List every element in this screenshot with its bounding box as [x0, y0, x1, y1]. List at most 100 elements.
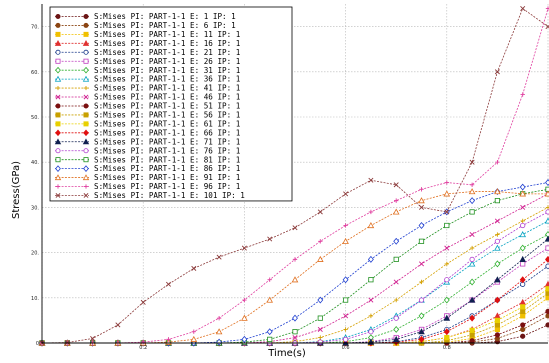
legend-marker-end [83, 157, 89, 163]
data-point [545, 24, 549, 30]
data-point [520, 313, 526, 319]
data-point [545, 286, 549, 292]
data-point [469, 256, 475, 262]
data-point [215, 328, 223, 335]
legend-entry: S:Mises PI: PART-1-1 E: 11 IP: 1 [55, 30, 241, 39]
data-point [165, 281, 172, 287]
data-point [544, 190, 549, 197]
legend-marker-start [55, 58, 61, 64]
legend-marker-end [83, 22, 89, 28]
legend-marker-end [82, 39, 90, 46]
data-point [190, 335, 198, 342]
legend-entry: S:Mises PI: PART-1-1 E: 6 IP: 1 [55, 21, 236, 30]
data-point [166, 337, 171, 342]
legend-marker-end [83, 193, 89, 198]
legend-entry: S:Mises PI: PART-1-1 E: 26 IP: 1 [55, 57, 241, 66]
legend-marker-end [82, 138, 90, 145]
data-point [494, 218, 500, 224]
data-point [368, 297, 374, 303]
legend-label: S:Mises PI: PART-1-1 E: 51 IP: 1 [94, 102, 241, 111]
legend-marker-start [54, 174, 62, 181]
data-point [519, 255, 527, 262]
legend-label: S:Mises PI: PART-1-1 E: 36 IP: 1 [94, 75, 241, 84]
data-point [418, 238, 425, 244]
data-point [368, 313, 374, 319]
legend-entry: S:Mises PI: PART-1-1 E: 96 IP: 1 [55, 182, 241, 191]
data-point [418, 297, 425, 303]
legend-label: S:Mises PI: PART-1-1 E: 31 IP: 1 [94, 66, 241, 75]
data-point [317, 209, 323, 215]
legend-entry: S:Mises PI: PART-1-1 E: 1 IP: 1 [55, 12, 236, 21]
y-tick-label: 0 [36, 341, 39, 347]
data-point [266, 328, 273, 336]
data-point [494, 326, 501, 333]
data-point [342, 276, 349, 284]
data-point [520, 326, 526, 333]
data-point [545, 263, 549, 269]
data-point [367, 255, 374, 263]
data-point [418, 197, 425, 204]
legend-marker-start [55, 31, 61, 37]
data-point [444, 277, 450, 283]
data-point [469, 327, 475, 333]
data-point [267, 336, 273, 342]
data-point [418, 204, 425, 210]
data-point [90, 335, 96, 341]
data-point [216, 338, 223, 346]
y-tick-label: 10. [31, 296, 39, 302]
data-point [393, 237, 400, 245]
data-point [418, 312, 425, 320]
data-point [519, 231, 527, 238]
data-point [318, 239, 323, 244]
data-point [292, 335, 298, 341]
legend-marker-end [83, 58, 89, 64]
legend: S:Mises PI: PART-1-1 E: 1 IP: 1S:Mises P… [49, 6, 293, 202]
legend-label: S:Mises PI: PART-1-1 E: 1 IP: 1 [94, 12, 236, 21]
legend-marker-start [55, 22, 61, 28]
data-point [393, 315, 399, 321]
y-tick-label: 40. [31, 160, 39, 166]
data-point [494, 69, 500, 75]
legend-marker-start [55, 103, 61, 109]
data-point [444, 245, 450, 251]
data-point [520, 92, 525, 97]
data-point [520, 304, 526, 310]
data-point [469, 245, 475, 251]
data-point [343, 191, 349, 197]
data-point [267, 277, 272, 282]
legend-marker-end [83, 112, 89, 118]
legend-label: S:Mises PI: PART-1-1 E: 101 IP: 1 [94, 191, 245, 200]
data-point [191, 265, 197, 271]
legend-marker-end [83, 129, 89, 137]
legend-marker-start [55, 165, 61, 172]
legend-label: S:Mises PI: PART-1-1 E: 86 IP: 1 [94, 164, 241, 173]
legend-label: S:Mises PI: PART-1-1 E: 71 IP: 1 [94, 137, 241, 146]
legend-marker-start [55, 112, 61, 118]
data-point [495, 160, 500, 165]
series-line [41, 7, 549, 344]
legend-label: S:Mises PI: PART-1-1 E: 26 IP: 1 [94, 57, 241, 66]
data-point [393, 256, 399, 262]
legend-marker-end [83, 31, 89, 37]
data-point [368, 177, 374, 183]
data-point [241, 314, 248, 321]
data-point [545, 209, 549, 215]
data-point [393, 182, 399, 188]
legend-marker-end [83, 165, 89, 172]
data-point [444, 222, 450, 229]
legend-marker-end [83, 121, 89, 127]
data-point [418, 261, 425, 267]
legend-entry: S:Mises PI: PART-1-1 E: 36 IP: 1 [54, 75, 241, 84]
legend-entry: S:Mises PI: PART-1-1 E: 81 IP: 1 [55, 155, 241, 164]
legend-entry: S:Mises PI: PART-1-1 E: 61 IP: 1 [55, 119, 241, 128]
x-tick-label: 0.8 [443, 345, 451, 351]
data-point [343, 223, 348, 228]
data-point [494, 244, 501, 251]
data-point [342, 297, 349, 303]
legend-entry: S:Mises PI: PART-1-1 E: 46 IP: 1 [55, 93, 241, 102]
data-point [64, 340, 70, 346]
legend-label: S:Mises PI: PART-1-1 E: 91 IP: 1 [94, 173, 241, 182]
legend-marker-end [83, 66, 89, 74]
